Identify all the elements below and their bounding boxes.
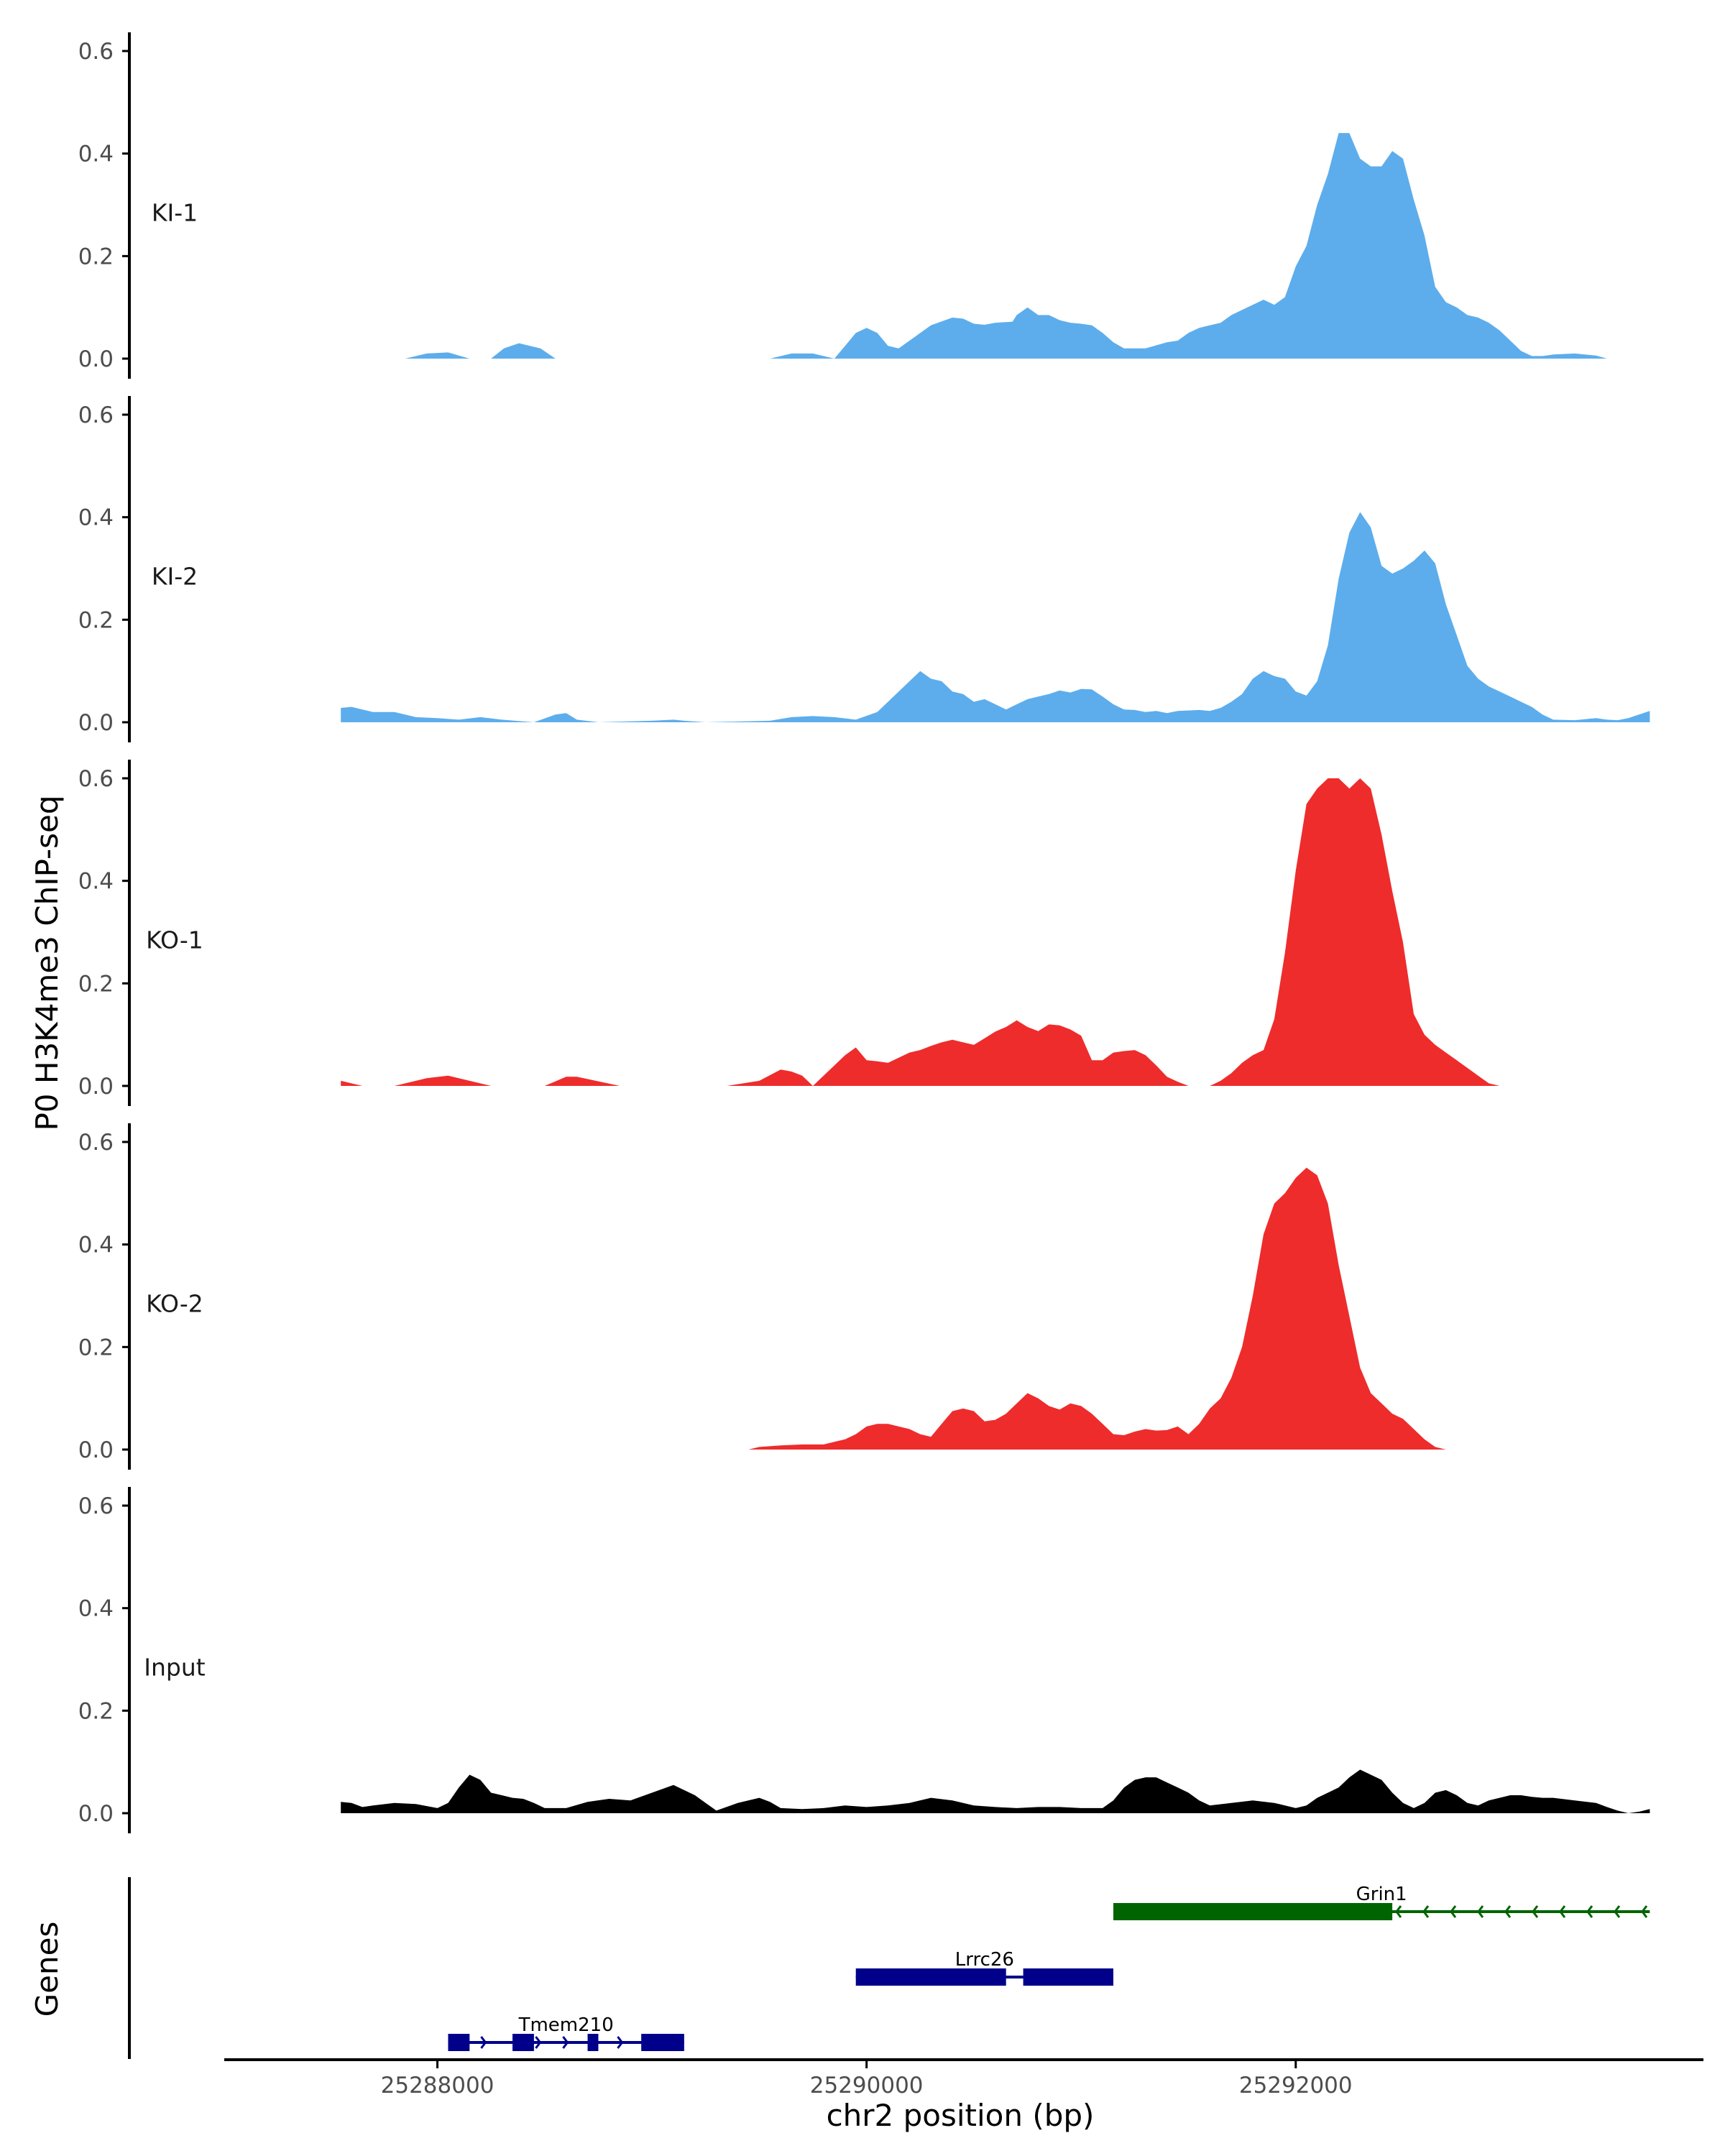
gene-exon [641,2034,684,2051]
track-label: Input [144,1654,206,1682]
y-tick-label: 0.6 [78,1493,114,1519]
y-tick-label: 0.4 [78,1596,114,1622]
strand-arrow [1641,1905,1648,1918]
strand-arrow [1395,1905,1402,1918]
gene-exon [587,2034,599,2051]
coverage-area-ki-1 [405,133,1650,359]
y-tick-label: 0.2 [78,1335,114,1360]
y-tick-label: 0.2 [78,244,114,270]
gene-grin1: Grin1 [1113,1884,1650,1920]
track-label: KI-2 [152,563,198,591]
y-tick-label: 0.4 [78,869,114,895]
strand-arrow [1532,1905,1539,1918]
track-panel-ki-1: 0.0 0.2 0.4 0.6 KI-1 [78,32,1650,379]
track-panel-ko-2: 0.0 0.2 0.4 0.6 KO-2 [78,1123,1596,1470]
strand-arrow [1559,1905,1566,1918]
y-tick-label: 0.0 [78,1801,114,1827]
y-tick-label: 0.2 [78,607,114,633]
gene-label: Tmem210 [518,2014,614,2036]
gene-annotation-track: Tmem210 Lrrc26 Grin1 [128,1877,1650,2059]
coverage-area-ko-2 [437,1167,1596,1450]
gene-label: Grin1 [1356,1884,1407,1905]
track-panel-ki-2: 0.0 0.2 0.4 0.6 KI-2 [78,396,1650,742]
y-tick-label: 0.6 [78,1130,114,1156]
x-tick-label: 25288000 [381,2073,494,2099]
gene-tmem210: Tmem210 [448,2014,684,2051]
y-tick-label: 0.2 [78,971,114,997]
strand-arrow [480,2036,487,2049]
track-label: KO-1 [146,926,203,954]
strand-arrow [1614,1905,1621,1918]
track-panel-input: 0.0 0.2 0.4 0.6 Input [78,1487,1650,1833]
coverage-tracks: 0.00.20.40.6KI-10.00.20.40.6KI-20.00.20.… [78,32,1650,1833]
y-tick-label: 0.4 [78,142,114,167]
strand-arrow [1504,1905,1512,1918]
coverage-area-input [341,1769,1650,1813]
strand-arrow [535,2036,542,2049]
strand-arrow [1450,1905,1457,1918]
coverage-area-ko-1 [341,778,1607,1086]
gene-lrrc26: Lrrc26 [855,1949,1113,1986]
gene-exon [855,1968,1006,1986]
strand-arrow [617,2036,624,2049]
y-axis-title: P0 H3K4me3 ChIP-seq [29,795,65,1130]
coverage-area-ki-2 [341,512,1650,722]
gene-exon [448,2034,470,2051]
x-tick-label: 25290000 [810,2073,924,2099]
y-tick-label: 0.4 [78,505,114,531]
gene-exon [1113,1903,1393,1920]
y-tick-label: 0.0 [78,346,114,372]
strand-arrow [1477,1905,1484,1918]
track-label: KO-2 [146,1290,203,1318]
y-tick-label: 0.0 [78,1074,114,1100]
strand-arrow [1422,1905,1430,1918]
y-tick-label: 0.4 [78,1233,114,1258]
strand-arrow [562,2036,569,2049]
x-tick-label: 25292000 [1239,2073,1353,2099]
y-tick-label: 0.6 [78,402,114,428]
track-panel-ko-1: 0.0 0.2 0.4 0.6 KO-1 [78,760,1607,1106]
gene-exon [512,2034,534,2051]
strand-arrow [1586,1905,1593,1918]
y-tick-label: 0.6 [78,39,114,65]
x-axis-title: chr2 position (bp) [827,2098,1095,2133]
x-axis: 25288000 25290000 25292000 [224,2058,1703,2099]
genes-track-title: Genes [29,1922,65,2017]
y-tick-label: 0.0 [78,710,114,736]
y-tick-label: 0.6 [78,766,114,792]
gene-exon [1023,1968,1113,1986]
track-label: KI-1 [152,199,198,227]
y-tick-label: 0.0 [78,1437,114,1463]
gene-label: Lrrc26 [955,1949,1014,1971]
y-tick-label: 0.2 [78,1698,114,1724]
